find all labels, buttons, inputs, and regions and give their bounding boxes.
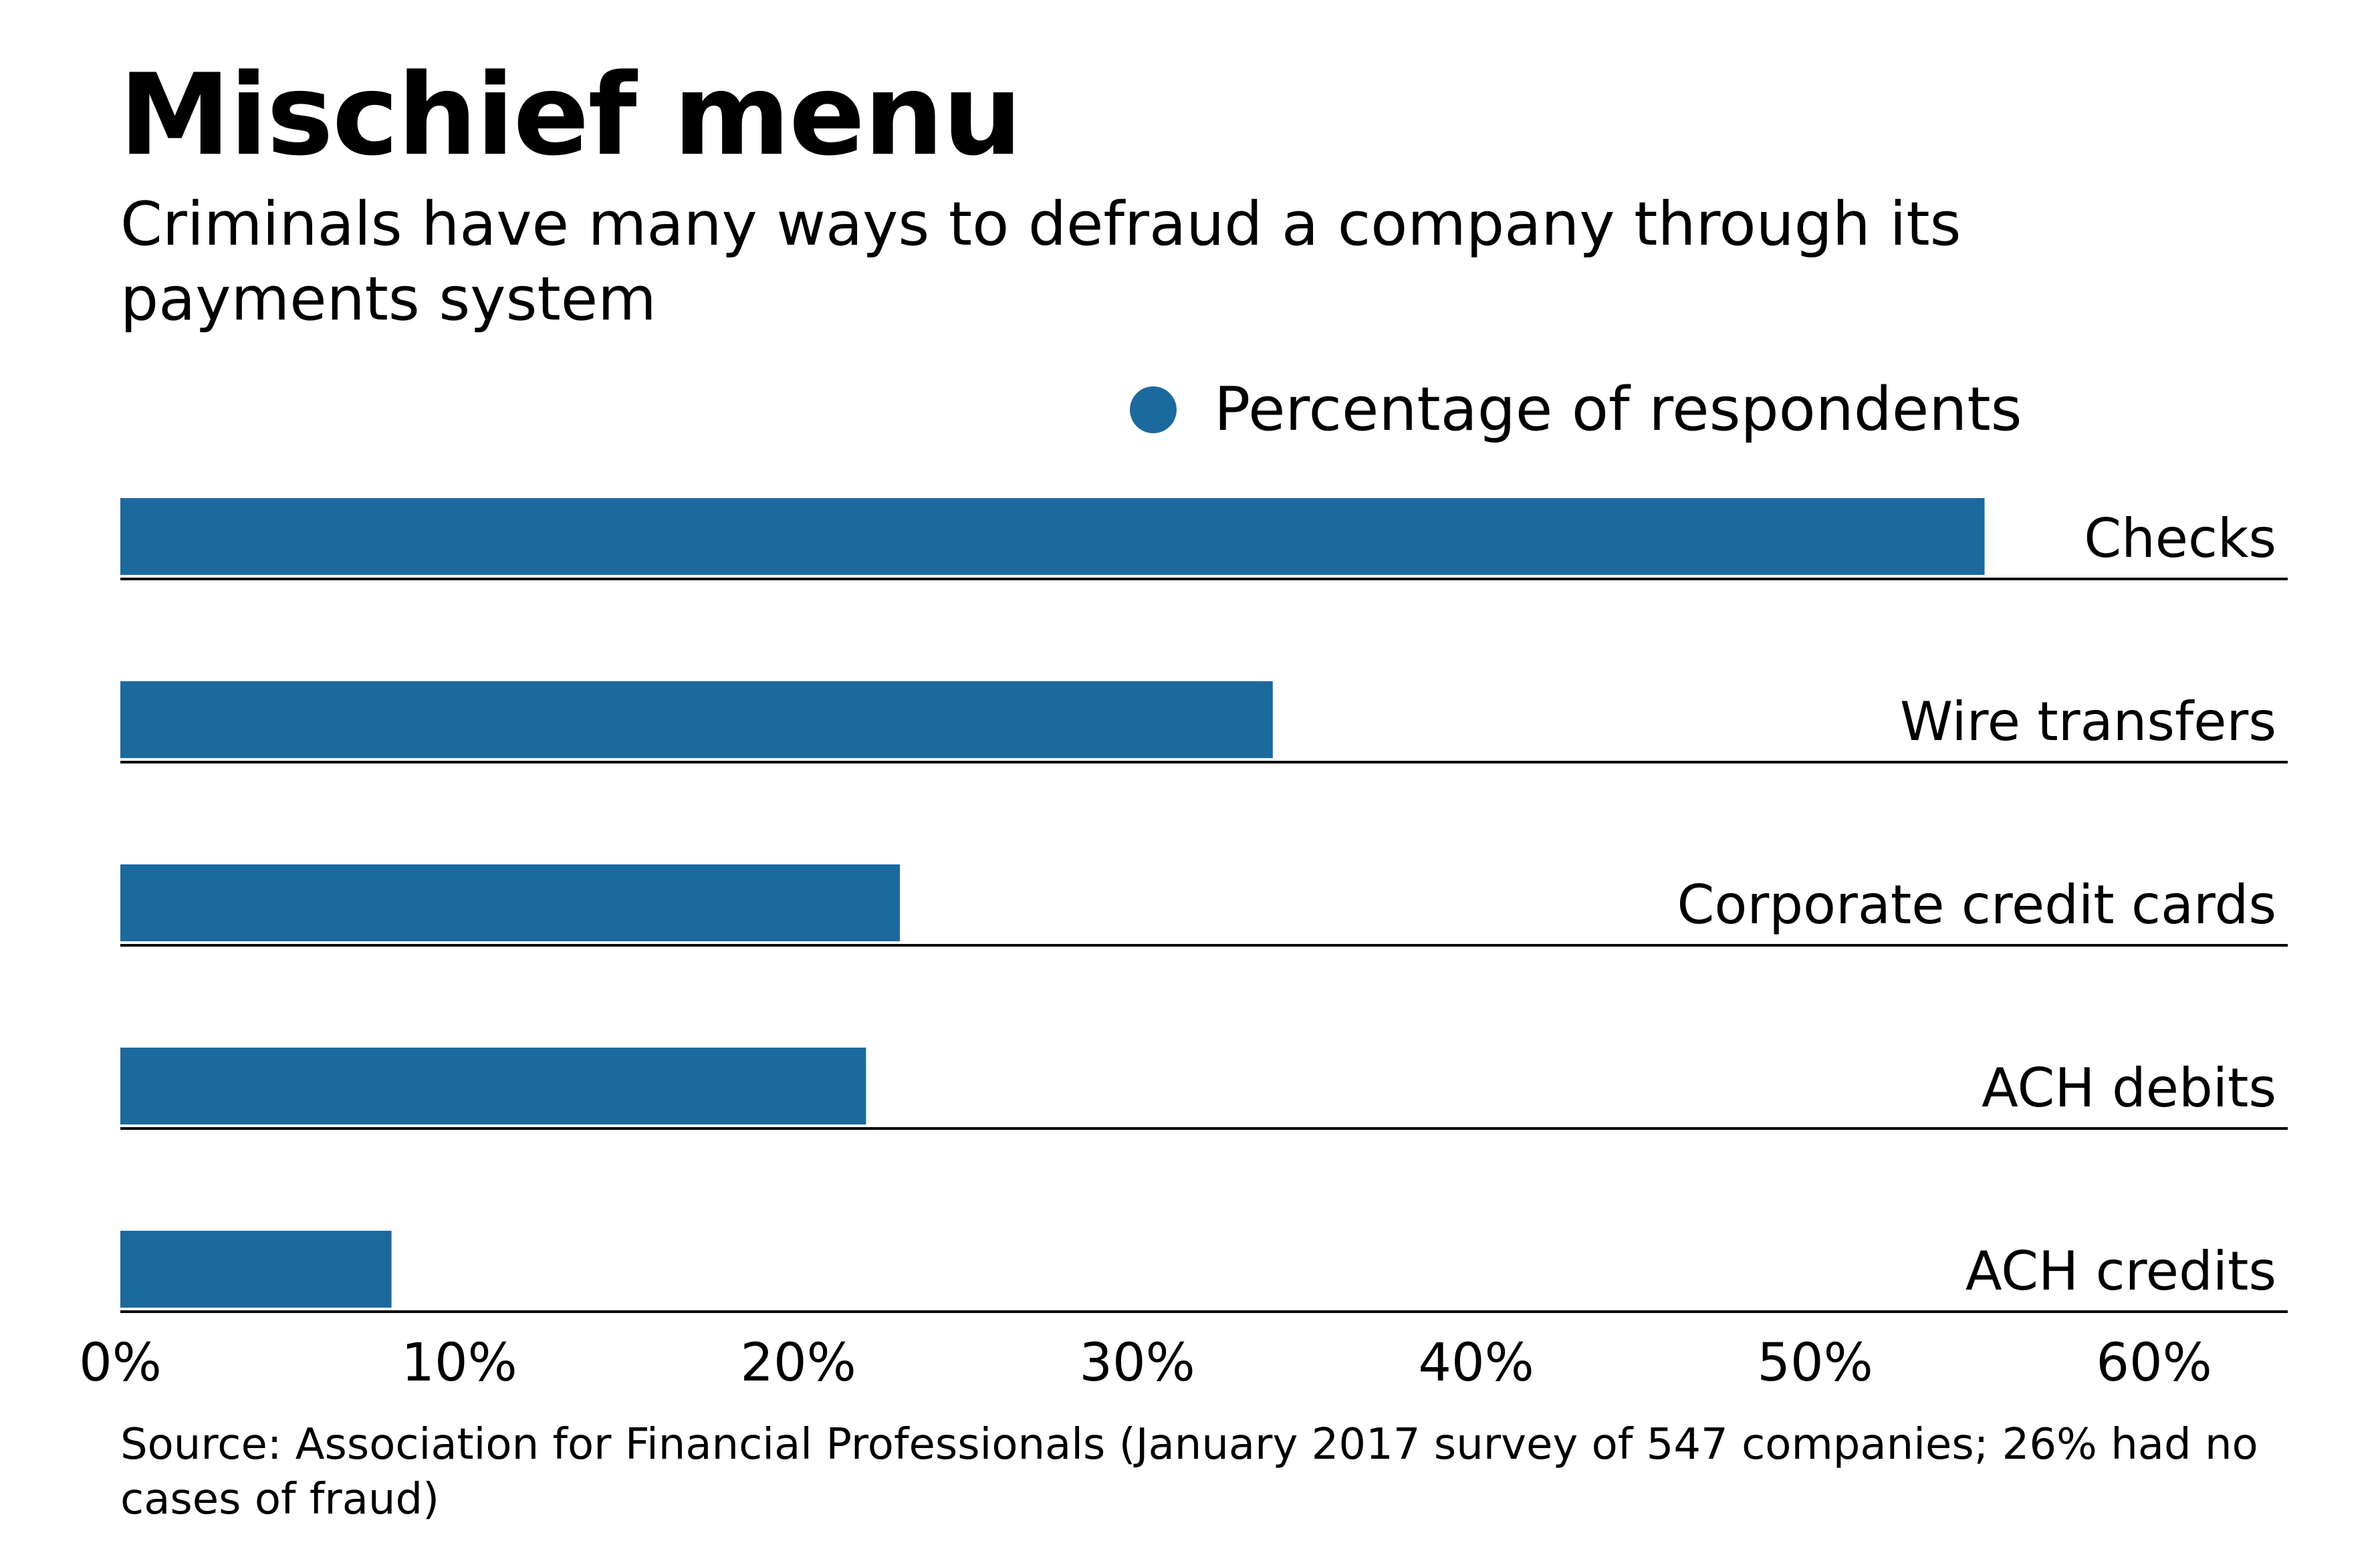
x-tick-label: 40% [1418,1333,1534,1393]
bar-wire-transfers [120,681,1273,758]
x-tick-label: 20% [740,1333,856,1393]
legend-label: Percentage of respondents [1214,374,2022,445]
category-label: ACH debits [1982,1057,2276,1119]
bar-corporate-credit-cards [120,864,901,941]
chart-title: Mischief menu [119,49,1022,181]
chart-subtitle: Criminals have many ways to defraud a co… [120,189,1961,334]
bar-checks [120,498,1985,575]
category-label: Corporate credit cards [1677,874,2276,936]
legend-swatch-icon [1130,386,1177,433]
legend: Percentage of respondents [1130,374,2022,445]
category-label: Checks [2084,507,2276,570]
x-tick-label: 0% [79,1333,162,1393]
x-tick-label: 60% [2096,1333,2212,1393]
category-label: ACH credits [1966,1240,2276,1302]
bar-ach-credits [120,1231,392,1308]
x-tick-label: 50% [1757,1333,1873,1393]
x-tick-label: 10% [401,1333,517,1393]
category-label: Wire transfers [1900,691,2276,753]
source-note: Source: Association for Financial Profes… [120,1420,2258,1524]
bar-ach-debits [120,1048,866,1124]
x-tick-label: 30% [1079,1333,1195,1393]
